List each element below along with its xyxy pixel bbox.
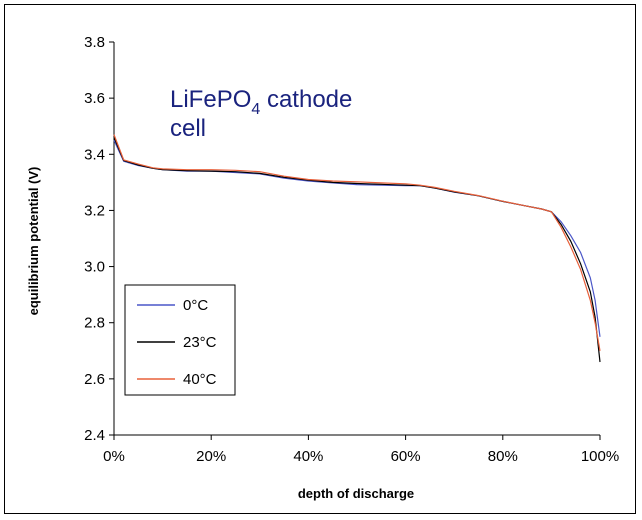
y-tick-label: 3.6 [84, 90, 105, 107]
y-tick-label: 3.8 [84, 34, 105, 51]
y-tick-label: 3.2 [84, 202, 105, 219]
annotation-text: cathode [260, 86, 352, 113]
y-tick-label: 2.4 [84, 427, 105, 444]
annotation-subscript: 4 [251, 101, 260, 118]
chart-frame [4, 4, 636, 514]
y-tick-label: 2.8 [84, 315, 105, 332]
legend-box [124, 284, 236, 396]
x-tick-label: 60% [391, 448, 421, 465]
axes: 2.4 2.6 2.8 3.0 3.2 3.4 3.6 3.8 0% 20% 40% 60% 80% 10… [84, 34, 619, 465]
x-tick-label: 40% [293, 448, 323, 465]
legend-label: 23°C [183, 334, 217, 351]
x-tick-label: 20% [196, 448, 226, 465]
chart-annotation-line1: LiFePO4 cathode [170, 86, 352, 118]
series-lines [113, 134, 601, 363]
chart-annotation-line2: cell [170, 115, 206, 142]
legend-label: 40°C [183, 371, 217, 388]
x-tick-label: 80% [488, 448, 518, 465]
y-tick-label: 2.6 [84, 371, 105, 388]
y-tick-label: 3.0 [84, 259, 105, 276]
x-tick-label: 0% [103, 448, 125, 465]
y-axis-title: equilibrium potential (V) [26, 167, 41, 316]
legend: 0°C 23°C 40°C [124, 284, 236, 396]
series-line-1 [113, 137, 601, 363]
legend-label: 0°C [183, 297, 208, 314]
y-tick-label: 3.4 [84, 146, 105, 163]
x-tick-label: 100% [581, 448, 619, 465]
x-axis-title: depth of discharge [298, 486, 414, 501]
series-line-2 [113, 134, 601, 351]
annotation-formula: LiFePO [170, 86, 251, 113]
